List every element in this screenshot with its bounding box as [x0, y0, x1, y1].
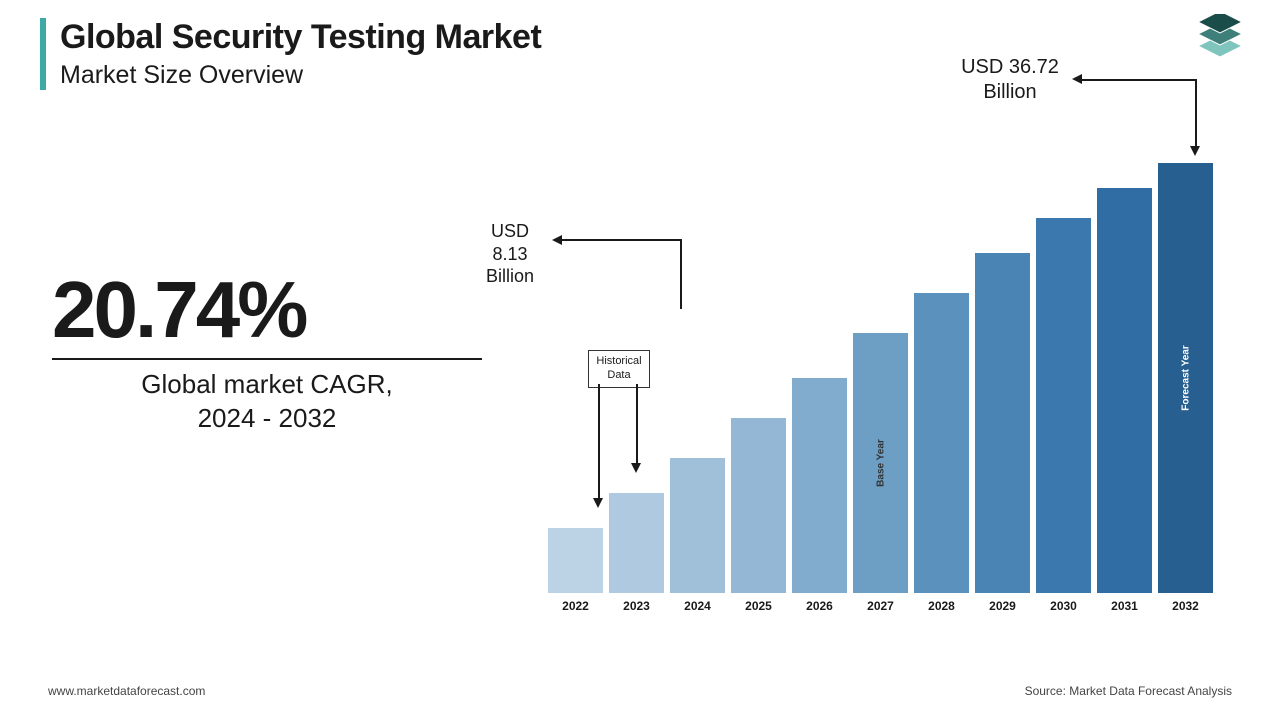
bar-col: Base Year2027: [850, 145, 911, 593]
bar: Base Year: [853, 333, 908, 593]
arrow-high-vline: [1195, 79, 1197, 147]
bar-col: 2025: [728, 145, 789, 593]
arrow-hist-1-line: [598, 384, 600, 499]
bar: [792, 378, 847, 593]
bar-col: 2026: [789, 145, 850, 593]
cagr-desc-line1: Global market CAGR,: [141, 369, 392, 399]
bar-col: 2029: [972, 145, 1033, 593]
x-axis-label: 2025: [728, 599, 789, 613]
callout-high-l2: Billion: [983, 81, 1036, 103]
arrow-low-vline: [680, 239, 682, 309]
bar-inline-label: Base Year: [875, 439, 886, 487]
callout-high-l1: USD 36.72: [961, 56, 1059, 78]
arrow-hist-2-head: [631, 463, 641, 473]
stacked-layers-icon: [1190, 14, 1250, 81]
bar: [670, 458, 725, 593]
arrow-low-hline: [562, 239, 680, 241]
cagr-desc-line2: 2024 - 2032: [198, 403, 337, 433]
x-axis-label: 2028: [911, 599, 972, 613]
page-title: Global Security Testing Market: [60, 18, 1240, 57]
page: Global Security Testing Market Market Si…: [0, 0, 1280, 720]
bar-col: 2031: [1094, 145, 1155, 593]
x-axis-label: 2022: [545, 599, 606, 613]
callout-low-l3: Billion: [486, 266, 534, 286]
arrow-high-lhead: [1072, 74, 1082, 84]
bar: [914, 293, 969, 593]
callout-low-l2: 8.13: [492, 244, 527, 264]
arrow-hist-1-head: [593, 498, 603, 508]
callout-high-value: USD 36.72 Billion: [940, 55, 1080, 105]
x-axis-label: 2029: [972, 599, 1033, 613]
bar: [609, 493, 664, 593]
footer-source: Source: Market Data Forecast Analysis: [1025, 684, 1232, 698]
x-axis-label: 2026: [789, 599, 850, 613]
bar: [1036, 218, 1091, 593]
bar: [548, 528, 603, 593]
footer-url: www.marketdataforecast.com: [48, 684, 205, 698]
bar: Forecast Year: [1158, 163, 1213, 593]
bar: [975, 253, 1030, 593]
bar-col: Forecast Year2032: [1155, 145, 1216, 593]
bar: [1097, 188, 1152, 593]
arrow-high-dhead: [1190, 146, 1200, 156]
hist-l2: Data: [607, 369, 630, 381]
x-axis-label: 2031: [1094, 599, 1155, 613]
x-axis-label: 2032: [1155, 599, 1216, 613]
bar-col: 2024: [667, 145, 728, 593]
stat-divider: [52, 358, 482, 360]
callout-low-value: USD 8.13 Billion: [470, 220, 550, 288]
bar: [731, 418, 786, 593]
cagr-description: Global market CAGR, 2024 - 2032: [52, 368, 482, 436]
x-axis-label: 2023: [606, 599, 667, 613]
arrow-low-head: [552, 235, 562, 245]
arrow-high-hline: [1082, 79, 1195, 81]
callout-low-l1: USD: [491, 221, 529, 241]
x-axis-label: 2024: [667, 599, 728, 613]
bar-col: 2030: [1033, 145, 1094, 593]
bar-col: 2028: [911, 145, 972, 593]
hist-l1: Historical: [596, 355, 641, 367]
x-axis-label: 2030: [1033, 599, 1094, 613]
cagr-stat-block: 20.74% Global market CAGR, 2024 - 2032: [52, 270, 482, 436]
bar-inline-label: Forecast Year: [1180, 345, 1191, 410]
x-axis-label: 2027: [850, 599, 911, 613]
cagr-value: 20.74%: [52, 270, 482, 350]
historical-data-box: Historical Data: [588, 350, 650, 388]
arrow-hist-2-line: [636, 384, 638, 464]
